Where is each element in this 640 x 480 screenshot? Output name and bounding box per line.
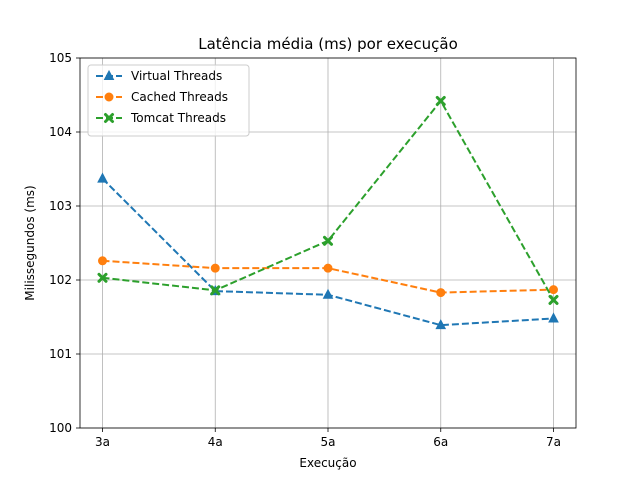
series-point-2 (323, 235, 333, 246)
x-tick-label: 4a (208, 435, 223, 449)
x-tick-label: 6a (433, 435, 448, 449)
series-point-1 (549, 285, 558, 295)
series-point-0 (548, 312, 559, 323)
y-tick-label: 100 (49, 421, 72, 435)
legend-label: Tomcat Threads (130, 111, 226, 125)
series-point-2 (548, 294, 559, 305)
legend-label: Cached Threads (131, 90, 228, 104)
series-point-2 (210, 285, 221, 296)
y-tick-label: 103 (49, 199, 72, 213)
legend: Virtual Threads Cached Threads Tomcat Thre… (87, 64, 250, 137)
x-tick-label: 7a (546, 435, 561, 449)
series-lines (97, 95, 559, 330)
y-tick-label: 102 (49, 273, 72, 287)
y-axis-label: Milissegundos (ms) (23, 185, 37, 300)
series-point-2 (97, 272, 108, 283)
series-point-0 (97, 172, 108, 183)
legend-marker (104, 92, 114, 102)
series-point-1 (323, 263, 333, 273)
legend-marker (104, 113, 114, 123)
chart-title: Latência média (ms) por execução (198, 35, 458, 53)
series-point-0 (435, 319, 447, 330)
y-tick-label: 105 (49, 51, 72, 65)
legend-marker (103, 69, 115, 80)
series-point-1 (436, 288, 446, 298)
series-point-1 (210, 263, 220, 273)
x-tick-label: 5a (321, 435, 336, 449)
x-axis-ticks: 3a 4a 5a 6a 7a (95, 428, 561, 449)
y-tick-label: 104 (49, 125, 72, 139)
y-axis-ticks: 100 101 102 103 104 105 (49, 51, 80, 435)
series-point-1 (98, 256, 107, 266)
series-point-0 (322, 288, 334, 299)
x-axis-label: Execução (299, 456, 356, 470)
y-tick-label: 101 (49, 347, 72, 361)
series-point-2 (435, 95, 446, 106)
legend-box (87, 64, 250, 137)
x-tick-label: 3a (95, 435, 110, 449)
legend-label: Virtual Threads (131, 69, 222, 83)
